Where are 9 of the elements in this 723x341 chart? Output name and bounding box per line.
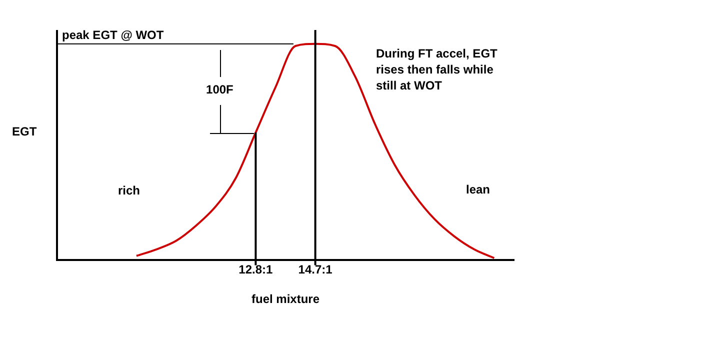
x-axis-title: fuel mixture — [251, 292, 320, 306]
ref-line-label: peak EGT @ WOT — [62, 28, 164, 42]
annotation: 100F — [206, 82, 234, 97]
x-tick-label: 14.7:1 — [298, 262, 333, 277]
annotation: During FT accel, EGT rises then falls while still at WOT — [376, 46, 498, 92]
x-tick-label: 12.8:1 — [238, 262, 274, 277]
annotation: lean — [466, 182, 490, 196]
y-axis-title: EGT — [12, 124, 38, 138]
annotation: rich — [118, 183, 140, 198]
